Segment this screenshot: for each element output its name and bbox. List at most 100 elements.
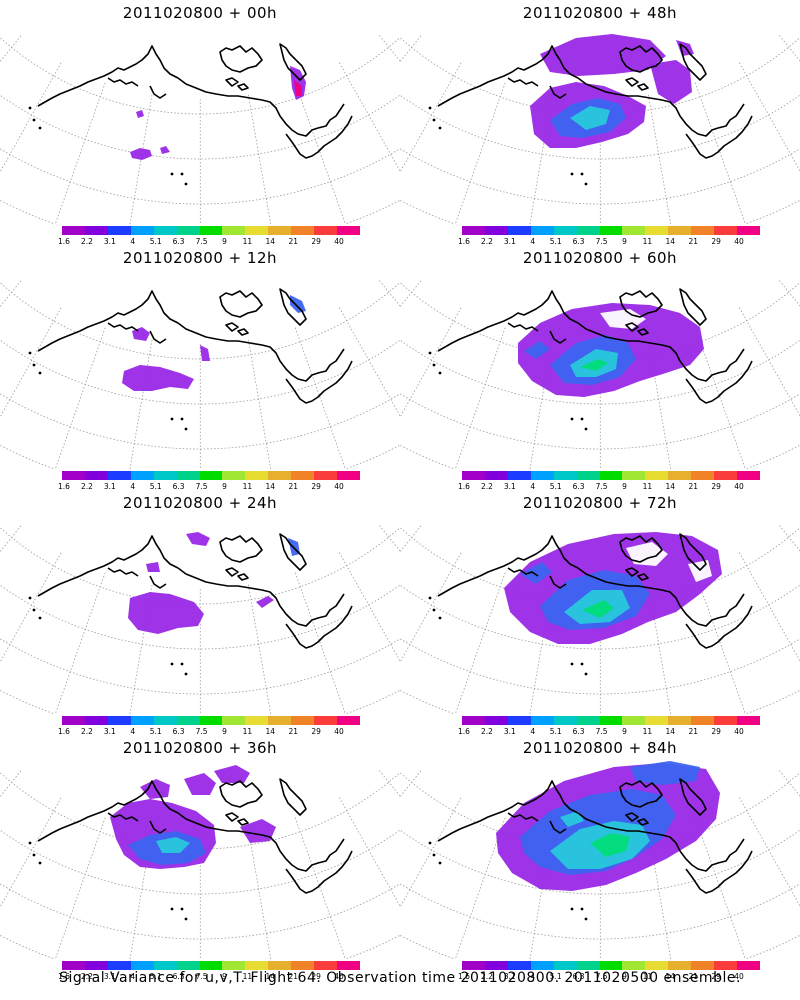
colorbar-tick-label: 1.6 [58, 237, 70, 246]
island-dot [570, 172, 574, 176]
colorbar-swatch [245, 716, 269, 725]
latitude-line [400, 148, 800, 205]
coast-segment [177, 77, 345, 137]
coast-segment [577, 77, 745, 137]
colorbar-tick-label: 9 [622, 482, 627, 491]
colorbar-swatch [153, 716, 177, 725]
variance-field [130, 66, 306, 160]
figure-caption: Signal Variance for u,v,T. Flight 64. Ob… [59, 970, 741, 986]
colorbar-swatch [314, 961, 338, 970]
colorbar-swatch [668, 716, 692, 725]
island [619, 780, 663, 808]
island-dot [28, 351, 32, 355]
colorbar-tick-label: 7.5 [195, 972, 208, 981]
colorbar-tick-label: 14 [265, 237, 276, 246]
colorbar-tick-label: 11 [642, 727, 653, 736]
colorbar-tick-label: 5.1 [549, 237, 562, 246]
coast-segment [177, 322, 345, 382]
colorbar-swatch [484, 961, 508, 970]
longitude-line [338, 552, 400, 662]
longitude-line [400, 307, 462, 419]
coastline [28, 288, 353, 431]
colorbar-tick-label: 9 [222, 727, 227, 736]
colorbar-swatch [199, 226, 223, 235]
island-dot [170, 662, 174, 666]
colorbar [62, 471, 360, 480]
colorbar-tick-label: 21 [288, 972, 298, 981]
longitude-line [379, 770, 400, 797]
coastline [28, 533, 353, 676]
colorbar-labels: 1.6 2.2 3.1 4 5.1 6.3 7.5 9 11 14 21 29 40 [452, 727, 772, 737]
variance-field [504, 532, 722, 644]
colorbar-labels: 1.6 2.2 3.1 4 5.1 6.3 7.5 9 11 14 21 29 40 [452, 482, 772, 492]
island [107, 567, 139, 577]
longitude-line [338, 62, 400, 172]
island [619, 535, 663, 563]
island-dot [170, 907, 174, 911]
colorbar-tick-label: 3.1 [503, 237, 516, 246]
variance-contour [294, 80, 302, 96]
colorbar-swatch [622, 226, 646, 235]
longitude-line [129, 94, 153, 224]
colorbar-swatch [691, 226, 715, 235]
colorbar-tick-label: 14 [265, 972, 276, 981]
colorbar-tick-label: 4 [130, 237, 136, 246]
coast-segment [437, 780, 579, 842]
colorbar-tick-label: 21 [688, 727, 698, 736]
colorbar-swatch [576, 961, 600, 970]
colorbar-swatch [553, 471, 577, 480]
longitude-line [0, 770, 22, 798]
colorbar-swatch [622, 471, 646, 480]
longitude-line [694, 327, 746, 469]
colorbar-swatch [130, 961, 154, 970]
colorbar-tick-label: 7.5 [595, 237, 608, 246]
colorbar-tick-label: 5.1 [149, 727, 162, 736]
colorbar-swatch [268, 961, 292, 970]
colorbar-tick-label: 9 [222, 482, 227, 491]
island-dot [32, 363, 36, 367]
coast-segment [577, 567, 745, 627]
variance-contour [580, 359, 608, 371]
colorbar-swatch [645, 961, 669, 970]
colorbar-tick-label: 3.1 [503, 727, 516, 736]
longitude-line [779, 35, 800, 62]
colorbar-tick-label: 14 [665, 482, 676, 491]
colorbar-tick-label: 40 [734, 727, 744, 736]
island [107, 77, 139, 87]
latitude-line [0, 148, 400, 205]
island-dot [184, 182, 188, 186]
colorbar [462, 226, 760, 235]
colorbar-swatch [668, 226, 692, 235]
island-dot [32, 853, 36, 857]
island [219, 780, 263, 808]
colorbar-tick-label: 1.6 [458, 972, 470, 981]
colorbar-labels: 1.6 2.2 3.1 4 5.1 6.3 7.5 9 11 14 21 29 40 [52, 482, 372, 492]
colorbar-swatch [107, 471, 131, 480]
colorbar-tick-label: 3.1 [103, 237, 116, 246]
colorbar-swatch [737, 716, 760, 725]
longitude-line [294, 572, 346, 714]
colorbar-swatch [176, 471, 200, 480]
island [107, 322, 139, 332]
island-dot [584, 182, 588, 186]
colorbar-tick-label: 29 [711, 972, 721, 981]
longitude-line [248, 94, 272, 224]
colorbar-labels: 1.6 2.2 3.1 4 5.1 6.3 7.5 9 11 14 21 29 40 [452, 972, 772, 982]
map-panel: 2011020800 + 72h 1.6 2.2 3.1 4 5.1 6.3 7.5 9 11 14… [400, 494, 800, 739]
colorbar-swatch [645, 471, 669, 480]
longitude-line [129, 339, 153, 469]
island [679, 533, 707, 571]
longitude-line [338, 797, 400, 907]
colorbar-swatch [530, 716, 554, 725]
longitude-line [648, 94, 672, 224]
map-panel: 2011020800 + 60h 1.6 2.2 3.1 4 5.1 6.3 7.5 9 11 14… [400, 249, 800, 494]
coast-segment [37, 535, 179, 597]
island-dot [32, 118, 36, 122]
panel-title: 2011020800 + 84h [522, 739, 678, 757]
polar-map [0, 35, 400, 224]
longitude-line [400, 525, 422, 553]
colorbar-tick-label: 6.3 [572, 972, 585, 981]
panel-title: 2011020800 + 72h [522, 494, 678, 512]
colorbar-swatch [245, 471, 269, 480]
variance-field [530, 34, 694, 148]
